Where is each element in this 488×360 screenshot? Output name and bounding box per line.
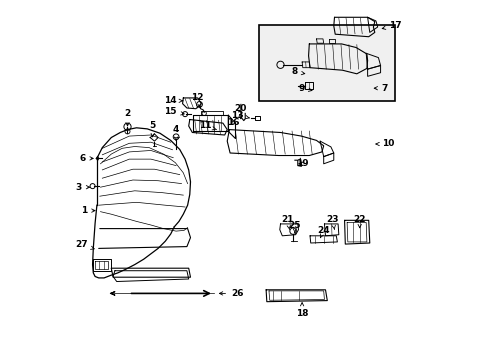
Text: 8: 8 (291, 68, 304, 77)
Text: 18: 18 (295, 303, 308, 318)
Text: 11: 11 (198, 122, 216, 130)
Text: 12: 12 (191, 93, 203, 107)
Text: 1: 1 (81, 206, 95, 215)
Text: 14: 14 (164, 96, 183, 105)
Text: 2: 2 (124, 109, 130, 126)
Text: 25: 25 (288, 220, 301, 233)
Text: 5: 5 (149, 122, 156, 137)
Text: 15: 15 (164, 107, 184, 116)
Text: 21: 21 (281, 215, 293, 230)
Text: 4: 4 (173, 125, 179, 140)
Text: 23: 23 (326, 215, 338, 230)
Text: 26: 26 (219, 289, 243, 298)
Text: 17: 17 (382, 21, 401, 30)
Text: 13: 13 (230, 111, 249, 120)
Text: 7: 7 (373, 84, 387, 93)
Text: 27: 27 (75, 240, 94, 249)
Text: 20: 20 (234, 104, 246, 119)
Text: 22: 22 (353, 215, 365, 228)
Text: 16: 16 (227, 118, 240, 127)
Bar (258, 25, 394, 101)
Text: 19: 19 (295, 159, 308, 168)
Text: 10: 10 (375, 139, 394, 148)
Text: 9: 9 (298, 84, 311, 93)
Text: 3: 3 (76, 183, 89, 192)
Text: 24: 24 (317, 226, 329, 238)
Text: 6: 6 (79, 154, 93, 163)
